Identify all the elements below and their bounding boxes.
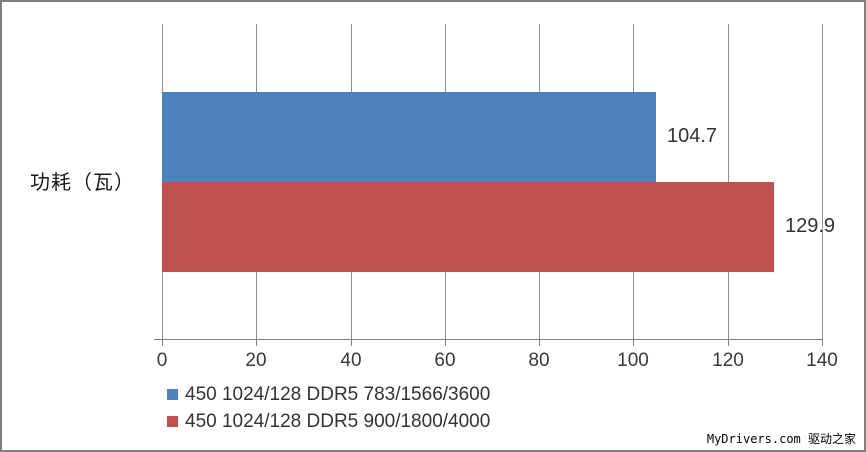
bar-blue: [162, 92, 656, 182]
legend-label: 450 1024/128 DDR5 900/1800/4000: [185, 410, 491, 432]
x-tick-label: 60: [434, 350, 456, 371]
x-axis-tick-mark: [822, 340, 823, 346]
x-axis-line: [154, 339, 823, 340]
y-axis-title: 功耗（瓦）: [30, 172, 135, 194]
x-axis-tick-mark: [445, 340, 446, 346]
x-tick-label: 120: [712, 350, 744, 371]
watermark: MyDrivers.com 驱动之家: [706, 432, 856, 446]
legend-swatch-icon: [167, 389, 178, 400]
gridline: [728, 24, 729, 339]
value-label: 104.7: [667, 125, 718, 147]
legend-swatch-icon: [167, 416, 178, 427]
x-axis-tick-mark: [256, 340, 257, 346]
gridline: [822, 24, 823, 339]
legend-item: 450 1024/128 DDR5 900/1800/4000: [167, 408, 490, 435]
x-tick-label: 40: [340, 350, 362, 371]
x-axis-tick-mark: [162, 340, 163, 346]
legend-label: 450 1024/128 DDR5 783/1566/3600: [185, 383, 491, 405]
x-axis-tick-mark: [633, 340, 634, 346]
x-tick-label: 100: [617, 350, 649, 371]
x-tick-label: 80: [528, 350, 550, 371]
x-tick-label: 140: [806, 350, 838, 371]
x-tick-label: 20: [245, 350, 267, 371]
x-tick-label: 0: [156, 350, 168, 371]
x-axis-tick-mark: [351, 340, 352, 346]
value-label: 129.9: [785, 215, 836, 237]
x-axis-tick-mark: [539, 340, 540, 346]
legend-item: 450 1024/128 DDR5 783/1566/3600: [167, 381, 490, 408]
x-axis-tick-mark: [728, 340, 729, 346]
plot-area: [162, 24, 823, 339]
legend: 450 1024/128 DDR5 783/1566/3600 450 1024/…: [167, 381, 490, 435]
bar-red: [162, 182, 774, 272]
